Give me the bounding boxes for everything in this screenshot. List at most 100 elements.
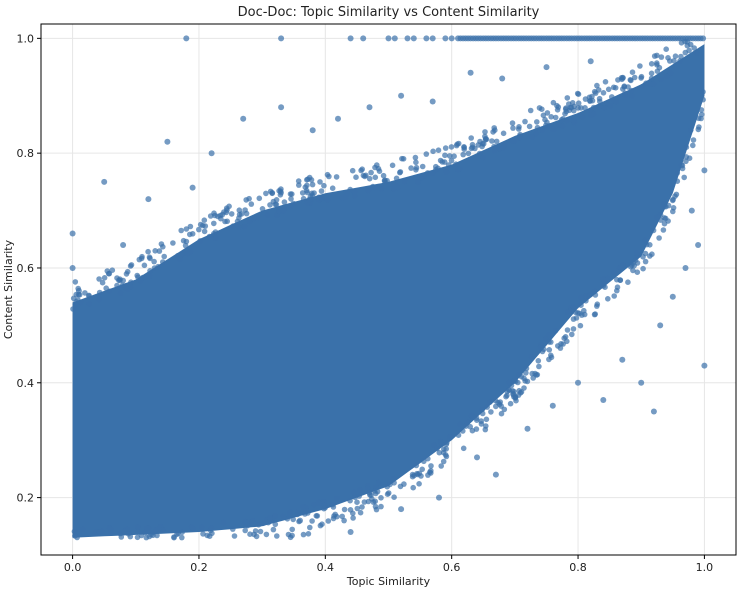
scatter-point [96,296,103,303]
scatter-point [640,265,646,272]
scatter-point [400,156,407,162]
scatter-point [421,458,427,465]
scatter-point [206,233,213,240]
scatter-point [443,169,450,175]
scatter-point [442,145,449,151]
scatter-point [307,524,313,531]
scatter-point [404,35,411,42]
scatter-point [555,104,562,110]
scatter-point [579,114,586,120]
scatter-point [70,295,77,302]
scatter-point [625,279,631,286]
scatter-point [71,528,78,535]
scatter-point [587,291,594,298]
scatter-point [196,226,202,233]
scatter-point [280,513,287,520]
scatter-point [650,408,657,415]
scatter-point [305,176,311,182]
scatter-point [539,348,546,355]
scatter-point [231,533,238,539]
scatter-point [359,166,366,172]
scatter-point [588,112,594,118]
scatter-point [378,495,384,501]
scatter-point [498,410,505,417]
scatter-point [171,534,177,541]
scatter-point [228,211,235,217]
scatter-point [135,524,141,530]
scatter-point [513,397,519,404]
scatter-point [619,356,626,363]
scatter-point [695,242,702,248]
scatter-point [445,162,452,168]
scatter-point [639,83,646,90]
scatter-point [492,471,499,478]
scatter-point [440,458,447,465]
scatter-point [455,432,462,439]
scatter-point [493,138,500,145]
scatter-point [650,227,657,234]
scatter-point [489,138,495,144]
scatter-point [202,223,209,229]
y-tick-label: 0.8 [17,147,35,160]
scatter-point [360,35,367,42]
scatter-point [305,531,312,537]
scatter-point [413,159,419,166]
scatter-point [629,93,635,99]
x-ticks: 0.0 0.2 0.4 0.6 0.8 1.0 [64,555,713,574]
scatter-point [614,276,620,283]
scatter-point [701,167,708,174]
x-tick-label: 0.0 [64,561,82,574]
scatter-point [634,269,641,276]
scatter-point [189,184,196,191]
scatter-point [423,151,430,157]
scatter-point [663,46,669,52]
scatter-point [99,279,106,286]
scatter-point [572,309,579,316]
scatter-point [160,259,166,265]
scatter-point [351,193,358,199]
scatter-point [246,218,253,225]
x-tick-label: 0.6 [443,561,461,574]
scatter-point [294,509,301,516]
scatter-point [201,228,208,235]
scatter-point [215,213,221,220]
scatter-point [412,154,419,161]
scatter-point [549,402,556,409]
scatter-point [671,58,677,64]
scatter-point [583,293,589,300]
scatter-point [662,215,669,222]
scatter-point [339,513,346,520]
scatter-point [315,499,322,506]
scatter-point [397,169,403,176]
scatter-point [419,466,426,473]
scatter-point [511,377,518,384]
scatter-point [96,276,102,282]
scatter-point [618,75,625,81]
scatter-point [374,162,380,168]
scatter-point [435,147,442,153]
scatter-point [528,354,535,360]
scatter-point [242,527,248,534]
scatter-point [150,529,156,536]
scatter-point [419,163,426,170]
scatter-point [647,242,653,248]
scatter-point [147,268,153,274]
scatter-point [523,365,530,372]
scatter-point [577,322,584,329]
scatter-point [364,485,371,492]
scatter-point [415,179,421,185]
scatter-point [546,347,553,353]
scatter-point [507,400,514,407]
scatter-point [698,115,704,122]
scatter-point [690,137,697,143]
scatter-point [352,494,358,501]
scatter-point [534,124,541,131]
scatter-point [241,223,248,230]
scatter-point [533,130,539,137]
scatter-point [251,531,257,538]
scatter-point [491,143,497,150]
scatter-point [682,265,689,271]
scatter-point [325,518,332,524]
scatter-point [579,312,585,318]
scatter-point [552,114,559,121]
